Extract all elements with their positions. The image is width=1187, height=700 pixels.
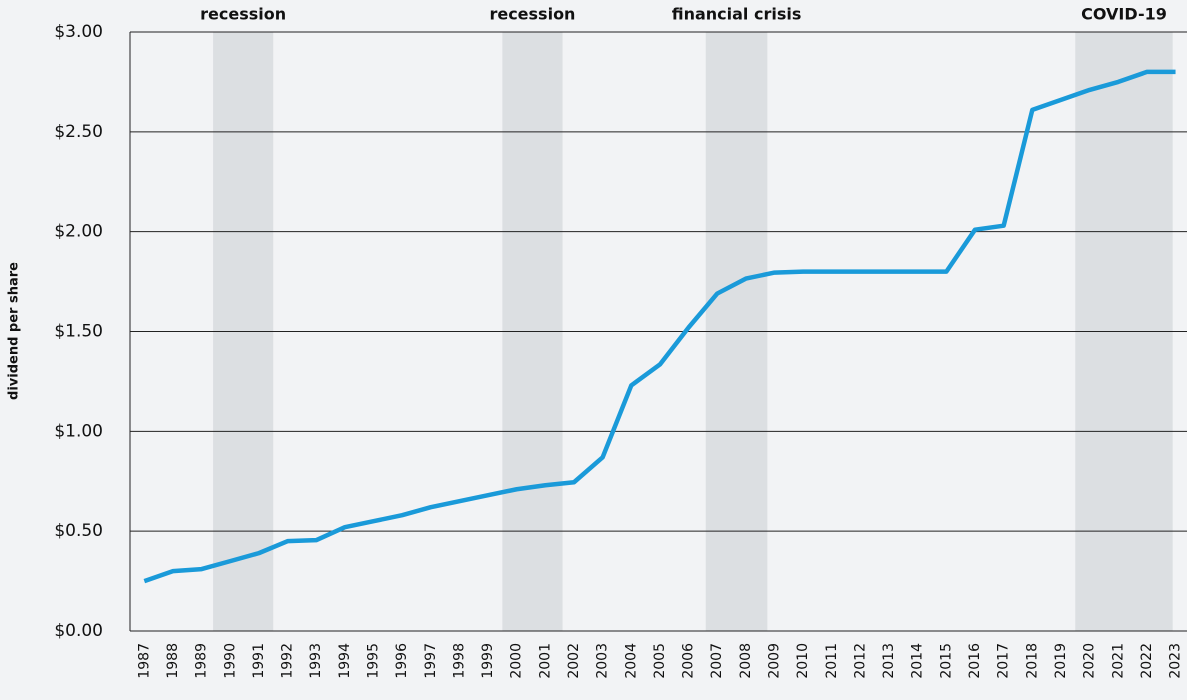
x-tick-label: 2008	[738, 643, 754, 679]
x-tick-label: 2003	[595, 643, 611, 679]
y-tick-label: $2.00	[54, 222, 103, 242]
x-tick-label: 2011	[824, 643, 840, 679]
y-tick-label: $2.50	[54, 122, 103, 142]
x-tick-label: 2006	[681, 643, 697, 679]
region-label: recession	[200, 5, 286, 24]
y-tick-label: $0.00	[54, 621, 103, 641]
y-tick-label: $3.00	[54, 22, 103, 42]
x-tick-label: 1999	[480, 643, 496, 679]
x-tick-label: 2009	[767, 643, 783, 679]
x-tick-label: 1997	[423, 643, 439, 679]
x-tick-label: 2021	[1110, 643, 1126, 679]
x-tick-label: 2014	[910, 643, 926, 679]
x-tick-label: 2002	[566, 643, 582, 679]
x-tick-label: 1995	[365, 643, 381, 679]
x-tick-label: 1992	[280, 643, 296, 679]
region-label: recession	[489, 5, 575, 24]
x-tick-label: 2007	[709, 643, 725, 679]
x-tick-label: 2010	[795, 643, 811, 679]
y-axis-label: dividend per share	[7, 262, 22, 400]
y-tick-label: $0.50	[54, 521, 103, 541]
x-tick-label: 2004	[623, 643, 639, 679]
x-tick-label: 2005	[652, 643, 668, 679]
x-tick-label: 2019	[1053, 643, 1069, 679]
x-tick-label: 2012	[852, 643, 868, 679]
x-tick-label: 2018	[1024, 643, 1040, 679]
x-tick-label: 1989	[194, 643, 210, 679]
x-tick-label: 2001	[537, 643, 553, 679]
x-tick-label: 1990	[222, 643, 238, 679]
y-tick-label: $1.50	[54, 322, 103, 342]
x-tick-label: 2023	[1168, 643, 1184, 679]
x-tick-label: 2000	[509, 643, 525, 679]
data-line	[143, 69, 1176, 584]
x-tick-label: 1996	[394, 643, 410, 679]
x-tick-label: 2022	[1139, 643, 1155, 679]
x-tick-label: 2015	[938, 643, 954, 679]
x-tick-label: 1993	[308, 643, 324, 679]
x-tick-label: 1998	[451, 643, 467, 679]
x-tick-label: 2020	[1082, 643, 1098, 679]
y-tick-label: $1.00	[54, 421, 103, 441]
x-tick-label: 2013	[881, 643, 897, 679]
region-label: financial crisis	[672, 5, 802, 24]
x-tick-label: 1994	[337, 643, 353, 679]
x-tick-label: 1987	[136, 643, 152, 679]
x-tick-label: 1988	[165, 643, 181, 679]
x-tick-label: 2017	[996, 643, 1012, 679]
x-tick-label: 1991	[251, 643, 267, 679]
region-label: COVID-19	[1081, 5, 1167, 24]
x-tick-label: 2016	[967, 643, 983, 679]
